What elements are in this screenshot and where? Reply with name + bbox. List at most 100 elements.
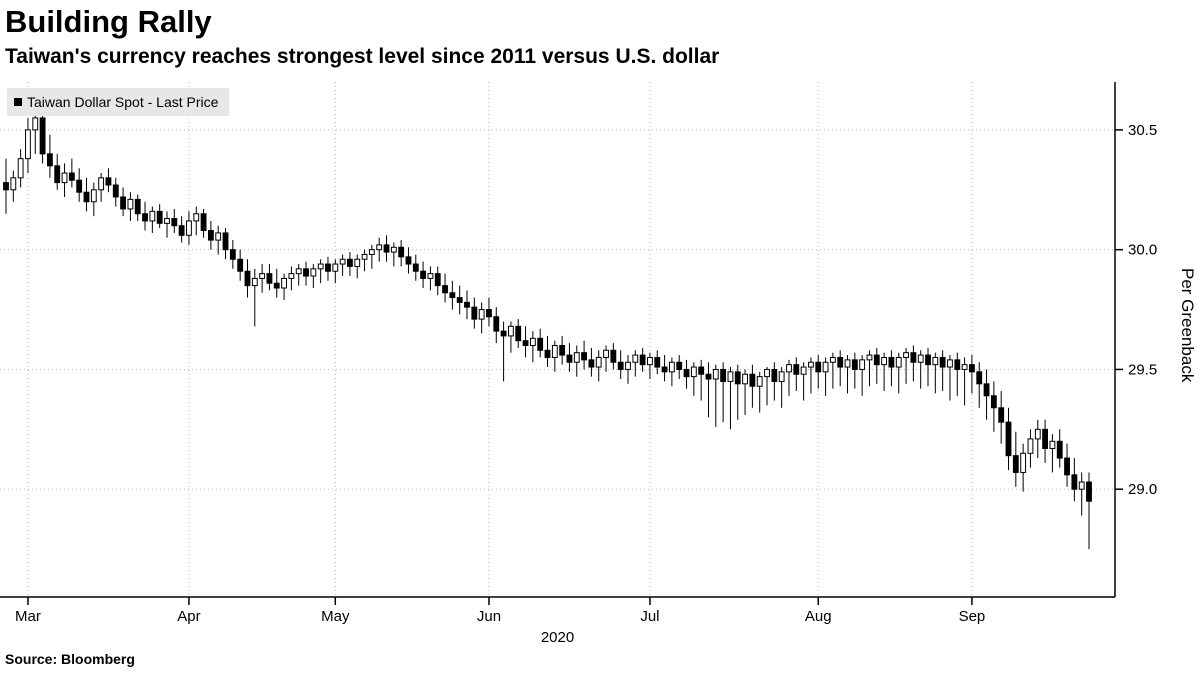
x-axis-title: 2020 [540, 629, 575, 646]
candle [3, 182, 9, 191]
candle [10, 177, 17, 191]
candle [1012, 455, 1019, 473]
candle [105, 177, 112, 186]
candle [310, 268, 317, 277]
candle [427, 273, 434, 279]
candle [749, 373, 756, 387]
candle [1071, 474, 1078, 490]
candle [471, 306, 478, 320]
candle [493, 316, 500, 332]
candle [573, 352, 580, 363]
candle [178, 225, 185, 236]
candle [1078, 481, 1085, 490]
candle [566, 354, 573, 363]
candle [442, 285, 448, 294]
candle [32, 117, 39, 131]
candle [500, 330, 507, 337]
candle [76, 179, 83, 193]
candle [859, 359, 866, 370]
candle [412, 263, 419, 272]
candle [1034, 428, 1041, 440]
candle [281, 277, 287, 289]
candle [661, 366, 668, 373]
candle [1086, 481, 1092, 502]
x-tick-label: Sep [959, 608, 986, 625]
candle [295, 268, 302, 275]
candle [46, 153, 53, 167]
candle [193, 213, 200, 222]
candle [325, 263, 331, 272]
candle [537, 337, 544, 351]
candle [844, 359, 851, 368]
legend: Taiwan Dollar Spot - Last Price [7, 88, 230, 116]
candle [515, 325, 522, 342]
candle [90, 189, 97, 203]
candle [39, 117, 46, 155]
candle [456, 297, 463, 303]
candle [976, 371, 983, 385]
candle [317, 263, 324, 270]
candle [829, 356, 836, 363]
candle [529, 337, 536, 346]
candle [1049, 440, 1056, 449]
candle [698, 366, 705, 375]
candle [98, 177, 105, 191]
candle [405, 256, 412, 265]
candle [764, 368, 770, 378]
candle [332, 263, 339, 272]
candle [383, 244, 390, 253]
candle [625, 361, 631, 370]
candle [303, 268, 309, 277]
x-tick-label: May [321, 608, 350, 625]
candle [266, 273, 273, 284]
candle [1042, 428, 1049, 449]
candle [339, 258, 346, 265]
candle [815, 361, 822, 373]
candle [207, 230, 214, 241]
candle [361, 253, 368, 260]
candle [54, 165, 61, 184]
candle [368, 249, 375, 255]
candle [961, 364, 968, 370]
candle [251, 277, 258, 287]
candle [654, 356, 661, 368]
candle [376, 244, 383, 251]
candle [632, 354, 639, 363]
candle [676, 361, 683, 370]
candle [1005, 421, 1012, 457]
x-tick-label: Aug [805, 608, 832, 625]
candle [551, 344, 558, 358]
candle [478, 309, 485, 320]
candle [617, 361, 624, 370]
candle [544, 349, 551, 358]
y-tick-label: 30.5 [1128, 122, 1157, 139]
candle [881, 356, 888, 366]
candle [668, 361, 675, 373]
candle [793, 364, 800, 375]
candle [1020, 452, 1027, 473]
candle [690, 366, 697, 378]
candle [720, 368, 727, 382]
source-attribution: Source: Bloomberg [5, 651, 135, 667]
candle [559, 344, 566, 356]
x-tick-label: Mar [15, 608, 41, 625]
candle [647, 356, 653, 366]
chart-title: Building Rally [5, 4, 212, 39]
candle [142, 213, 148, 222]
candle [120, 196, 126, 210]
candle [603, 349, 609, 358]
candle [983, 383, 990, 397]
candle [222, 232, 229, 251]
candle [742, 373, 748, 385]
candle [771, 368, 778, 382]
candle [866, 354, 873, 361]
candle [917, 354, 924, 363]
candle [610, 349, 617, 363]
candle [639, 354, 646, 366]
candle [925, 354, 931, 366]
candle [229, 249, 236, 260]
y-tick-label: 29.0 [1128, 481, 1157, 498]
candle [800, 366, 807, 375]
candle [734, 371, 741, 385]
